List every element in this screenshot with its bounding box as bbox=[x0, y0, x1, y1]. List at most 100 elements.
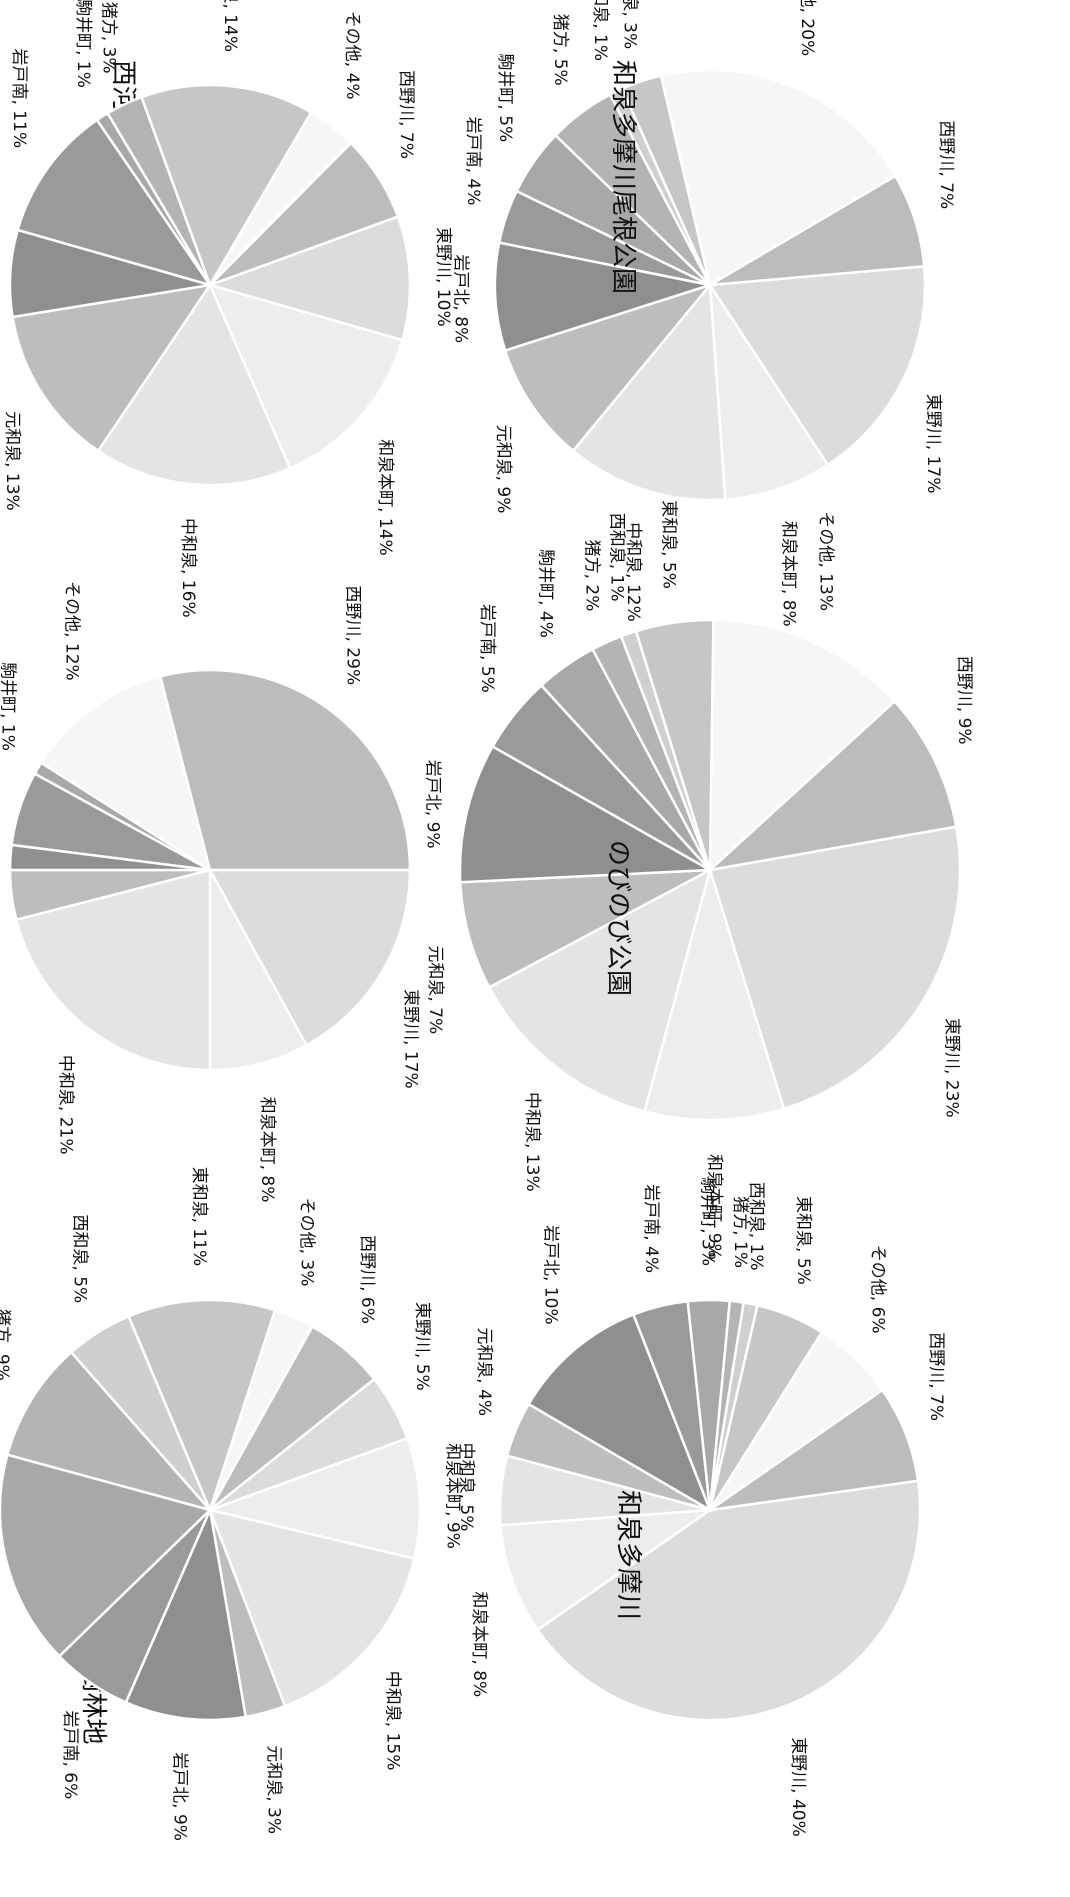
slice-label: 岩戸南, 4% bbox=[463, 117, 483, 206]
slice-label: その他, 3% bbox=[297, 1198, 317, 1287]
pie-slice bbox=[458, 744, 715, 884]
slice-label: 中和泉, 21% bbox=[56, 1055, 76, 1155]
slice-label: 岩戸北, 9% bbox=[423, 760, 443, 849]
pie-slice bbox=[708, 280, 830, 501]
slice-label: 元和泉, 3% bbox=[264, 1745, 284, 1834]
pie-slice bbox=[487, 867, 712, 1113]
slice-label: 岩戸北, 10% bbox=[540, 1225, 560, 1325]
pie-slice bbox=[14, 868, 212, 1072]
slice-label: その他, 20% bbox=[797, 0, 817, 56]
slice-label: 岩戸南, 5% bbox=[477, 604, 497, 693]
slice-label: 岩戸南, 4% bbox=[641, 1184, 661, 1273]
slice-label: 東野川, 5% bbox=[412, 1302, 432, 1391]
slice-label: 猪方, 5% bbox=[550, 14, 570, 86]
pie-slice bbox=[458, 868, 711, 990]
slice-label: 中和泉, 13% bbox=[522, 1092, 542, 1192]
pie-slice bbox=[127, 1298, 277, 1514]
pie-slice bbox=[96, 282, 292, 487]
slice-label: その他, 6% bbox=[868, 1245, 888, 1334]
pie-slice bbox=[124, 1505, 248, 1722]
slice-label: 岩戸南, 6% bbox=[60, 1711, 80, 1800]
slice-label: 東和泉, 5% bbox=[659, 500, 679, 589]
pie-slice bbox=[493, 241, 715, 353]
pie-slice bbox=[709, 174, 926, 287]
pie-chart-5: 東野川1丁目樹林地東野川, 40%和泉本町, 8%中和泉, 5%元和泉, 4%岩… bbox=[78, 1177, 946, 1837]
slice-label: 元和泉, 9% bbox=[493, 425, 513, 514]
pie-slice bbox=[158, 668, 412, 872]
slice-label: 駒井町, 5% bbox=[495, 53, 515, 142]
pie-slice bbox=[209, 1377, 409, 1512]
slice-label: 猪方, 1% bbox=[730, 1196, 750, 1268]
slice-label: 駒井町, 1% bbox=[0, 662, 18, 751]
pie-slice bbox=[708, 618, 897, 873]
slice-label: 東野川, 10% bbox=[433, 227, 453, 327]
pie-slice bbox=[139, 83, 313, 288]
pie-slice bbox=[499, 1508, 715, 1632]
slice-label: 西和泉, 1% bbox=[590, 0, 610, 61]
pie-slice bbox=[571, 281, 727, 502]
slice-label: 駒井町, 4% bbox=[535, 549, 555, 638]
pie-slice bbox=[209, 141, 400, 287]
slice-label: 猪方, 2% bbox=[582, 540, 602, 612]
slice-label: 西野川, 9% bbox=[954, 656, 974, 745]
slice-label: その他, 13% bbox=[815, 511, 835, 611]
slice-label: 和泉本町, 8% bbox=[257, 1097, 277, 1203]
slice-label: 中和泉, 16% bbox=[178, 518, 198, 618]
pie-chart-1: 西河原公園東野川, 17%和泉本町, 8%中和泉, 12%元和泉, 9%岩戸北,… bbox=[108, 0, 956, 627]
slice-label: 岩戸北, 9% bbox=[170, 1752, 190, 1841]
slice-label: 東和泉, 5% bbox=[793, 1196, 813, 1285]
pie-slice bbox=[207, 1508, 416, 1708]
chart-title: 和泉多摩川尾根公園 bbox=[608, 60, 638, 294]
pie-slice bbox=[205, 1436, 422, 1561]
slice-label: 東野川, 17% bbox=[400, 989, 420, 1089]
slice-label: 西野川, 7% bbox=[936, 120, 956, 209]
slice-label: 和泉本町, 8% bbox=[469, 1591, 489, 1697]
slice-label: 和泉本町, 9% bbox=[704, 1154, 724, 1260]
pie-slice bbox=[708, 825, 962, 1111]
pie-slice bbox=[11, 283, 213, 453]
pie-slice bbox=[503, 282, 714, 453]
slice-label: 西和泉, 5% bbox=[70, 1214, 90, 1303]
pie-slice bbox=[659, 68, 898, 287]
pie-slice bbox=[707, 264, 927, 467]
slice-label: 東和泉, 14% bbox=[220, 0, 240, 52]
slice-label: その他, 4% bbox=[342, 11, 362, 100]
pie-slice bbox=[39, 674, 212, 873]
slice-label: 西野川, 7% bbox=[926, 1332, 946, 1421]
chart-title: 和泉多摩川 bbox=[613, 1490, 643, 1620]
slice-label: 岩戸北, 8% bbox=[450, 254, 470, 343]
slice-label: 西野川, 7% bbox=[396, 70, 416, 159]
slice-label: 岩戸南, 11% bbox=[9, 49, 29, 149]
pie-slice bbox=[207, 283, 404, 470]
slice-label: 中和泉, 12% bbox=[623, 522, 643, 622]
slice-label: 西和泉, 1% bbox=[607, 513, 627, 602]
slice-label: 中和泉, 15% bbox=[383, 1671, 403, 1771]
slice-label: 猪方, 9% bbox=[0, 1309, 12, 1381]
pie-slice bbox=[0, 1453, 213, 1658]
pie-slice bbox=[705, 699, 958, 872]
slice-label: 元和泉, 7% bbox=[425, 945, 445, 1034]
slice-label: 元和泉, 13% bbox=[2, 411, 22, 511]
slice-label: 東和泉, 11% bbox=[189, 1167, 209, 1267]
slice-label: 東野川, 23% bbox=[941, 1018, 961, 1118]
pie-slice bbox=[709, 1388, 920, 1512]
slice-label: 東野川, 40% bbox=[788, 1737, 808, 1837]
slice-label: 猪方, 3% bbox=[99, 2, 119, 74]
pie-slice bbox=[208, 869, 309, 1072]
slice-label: 西野川, 29% bbox=[342, 586, 362, 686]
pie-slice bbox=[5, 1350, 214, 1513]
slice-label: 駒井町, 3% bbox=[698, 1177, 718, 1266]
pie-chart-3: 東野川, 23% 和泉本町, 9% 中和泉, 13% 元和泉, 7% 岩戸北, 9% 岩戸… bbox=[423, 500, 974, 1260]
slice-label: その他, 12% bbox=[62, 581, 82, 681]
pie-slice bbox=[642, 865, 786, 1122]
slice-label: 西野川, 6% bbox=[357, 1235, 377, 1324]
pie-slice bbox=[526, 1312, 713, 1513]
pie-slice bbox=[535, 1479, 922, 1722]
slice-label: 和泉本町, 8% bbox=[779, 521, 799, 627]
pie-chart-6: 和泉多摩川 和泉本町, 9% 中和泉, 15% 元和泉, 3% 岩戸北, 9% 岩戸南, … bbox=[0, 1167, 643, 1841]
slice-label: 東野川, 17% bbox=[923, 394, 943, 494]
slice-label: 和泉本町, 9% bbox=[443, 1443, 463, 1549]
